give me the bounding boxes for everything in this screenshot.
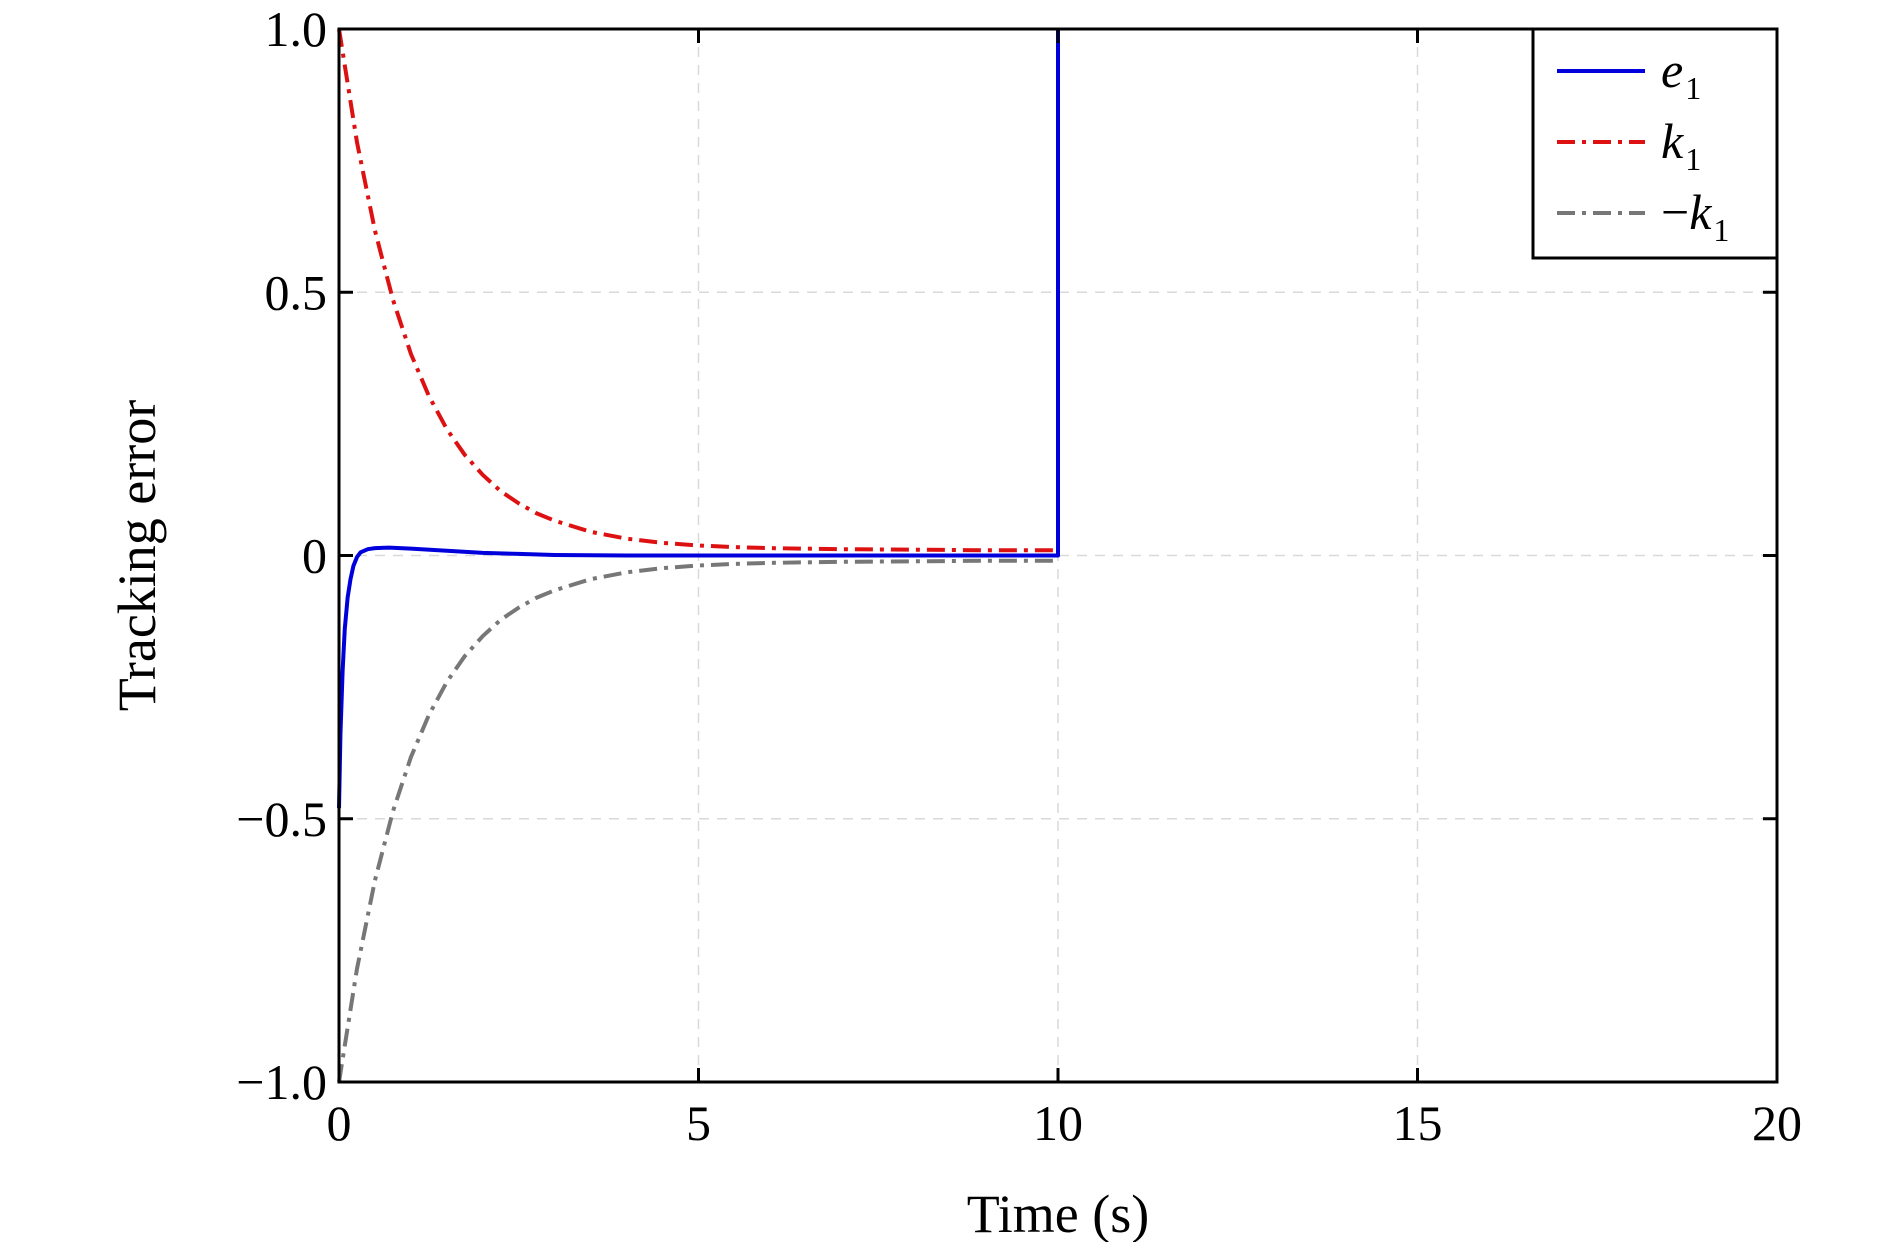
y-tick-label: −0.5 — [236, 791, 327, 847]
x-tick-label: 20 — [1752, 1095, 1802, 1151]
y-axis-title: Tracking error — [107, 400, 167, 711]
y-tick-label: −1.0 — [236, 1054, 327, 1110]
x-axis-title: Time (s) — [967, 1184, 1150, 1242]
x-tick-label: 10 — [1033, 1095, 1083, 1151]
y-tick-label: 0.5 — [265, 264, 328, 320]
y-tick-label: 1.0 — [265, 1, 328, 57]
series-line-1 — [337, 29, 1060, 809]
legend: e1 k1 −k1 — [1531, 27, 1779, 260]
series-line-3 — [337, 558, 1058, 1083]
tick-layer: 0 5 10 15 20 −1.0 −0.5 0 0.5 1.0 — [236, 1, 1802, 1151]
legend-label-1: e1 — [1661, 42, 1701, 106]
x-tick-label: 15 — [1393, 1095, 1443, 1151]
legend-label-3: −k1 — [1661, 184, 1729, 248]
x-tick-label: 5 — [686, 1095, 711, 1151]
legend-label-2: k1 — [1661, 113, 1701, 177]
series-layer — [337, 28, 1060, 1083]
y-tick-label: 0 — [302, 528, 327, 584]
series-line-2 — [337, 28, 1058, 553]
x-tick-label: 0 — [327, 1095, 352, 1151]
